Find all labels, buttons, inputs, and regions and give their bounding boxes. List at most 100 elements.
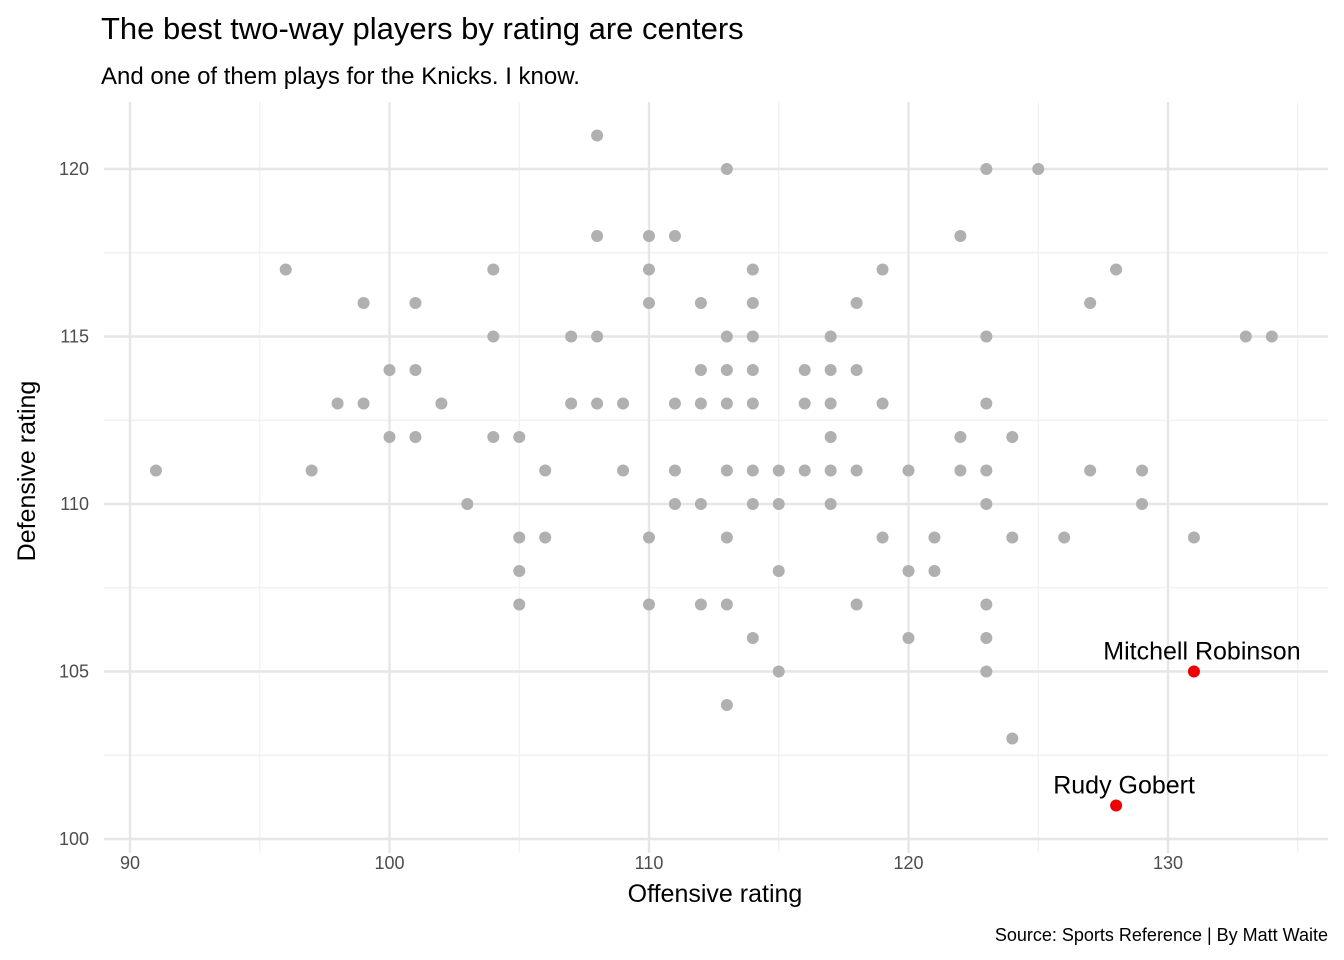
data-point xyxy=(980,665,993,678)
data-point xyxy=(720,397,733,410)
highlight-point xyxy=(1187,665,1200,678)
y-tick-label: 105 xyxy=(59,662,89,682)
data-point xyxy=(591,330,604,343)
data-point xyxy=(850,598,863,611)
data-point xyxy=(720,364,733,376)
data-point xyxy=(850,464,863,477)
highlight-point xyxy=(1110,799,1123,812)
data-point xyxy=(591,230,604,242)
data-point xyxy=(149,464,162,477)
data-point xyxy=(746,397,759,410)
data-point xyxy=(746,263,759,276)
data-point xyxy=(1136,464,1149,477)
data-point xyxy=(876,263,889,276)
data-point xyxy=(279,263,292,276)
data-point xyxy=(513,431,526,443)
data-point xyxy=(305,464,318,477)
data-point xyxy=(824,397,837,410)
x-tick-label: 90 xyxy=(120,853,140,873)
data-point xyxy=(928,565,941,577)
data-point xyxy=(824,498,837,510)
data-point xyxy=(617,397,630,410)
data-point xyxy=(720,699,733,711)
data-point xyxy=(694,297,707,309)
data-point xyxy=(1006,431,1019,443)
data-point xyxy=(487,263,500,276)
data-point xyxy=(1136,498,1149,510)
data-point xyxy=(720,330,733,343)
data-point xyxy=(980,163,993,175)
data-point xyxy=(357,397,370,410)
data-point xyxy=(980,598,993,611)
data-point xyxy=(1239,330,1252,343)
data-point xyxy=(772,565,785,577)
data-point xyxy=(409,297,422,309)
data-point xyxy=(824,431,837,443)
y-tick-label: 115 xyxy=(60,327,89,347)
tick-labels: 90 100 110 120 130 100 105 110 115 120 xyxy=(59,159,1183,873)
data-point xyxy=(850,297,863,309)
data-point xyxy=(954,230,967,242)
data-point xyxy=(824,364,837,376)
data-point xyxy=(694,364,707,376)
chart-subtitle: And one of them plays for the Knicks. I … xyxy=(101,63,580,90)
data-point xyxy=(435,397,448,410)
data-point xyxy=(746,464,759,477)
y-tick-label: 100 xyxy=(59,829,89,849)
data-point xyxy=(513,531,526,544)
y-tick-label: 120 xyxy=(59,159,89,179)
data-point xyxy=(643,297,655,309)
data-point xyxy=(643,598,655,611)
point-label: Rudy Gobert xyxy=(1053,772,1195,800)
data-point xyxy=(539,464,552,477)
data-point xyxy=(1006,531,1019,544)
data-point xyxy=(746,632,759,644)
x-tick-label: 100 xyxy=(374,853,404,873)
data-point xyxy=(720,163,733,175)
annotations: Mitchell Robinson Rudy Gobert xyxy=(1053,638,1300,800)
data-point xyxy=(798,364,811,376)
data-point xyxy=(824,464,837,477)
data-point xyxy=(1110,263,1123,276)
data-point xyxy=(980,397,993,410)
point-label: Mitchell Robinson xyxy=(1103,638,1300,666)
data-point xyxy=(902,632,915,644)
data-point xyxy=(1032,163,1045,175)
data-point xyxy=(617,464,630,477)
data-point xyxy=(720,598,733,611)
data-point xyxy=(694,598,707,611)
data-point xyxy=(772,464,785,477)
x-axis-title: Offensive rating xyxy=(628,880,803,908)
data-point xyxy=(928,531,941,544)
data-point xyxy=(331,397,344,410)
data-point xyxy=(539,531,552,544)
data-point xyxy=(746,364,759,376)
data-point xyxy=(954,431,967,443)
data-point xyxy=(980,464,993,477)
data-point xyxy=(383,431,396,443)
data-point xyxy=(487,431,500,443)
data-point xyxy=(383,364,396,376)
data-point xyxy=(980,498,993,510)
data-point xyxy=(668,230,681,242)
data-point xyxy=(643,263,655,276)
data-point xyxy=(746,297,759,309)
data-point xyxy=(591,397,604,410)
data-point xyxy=(720,464,733,477)
data-point xyxy=(357,297,370,309)
data-point xyxy=(513,565,526,577)
data-point xyxy=(746,330,759,343)
data-point xyxy=(980,632,993,644)
data-point xyxy=(1187,531,1200,544)
data-point xyxy=(409,364,422,376)
data-point xyxy=(1006,732,1019,745)
data-point xyxy=(876,397,889,410)
data-point xyxy=(720,531,733,544)
data-point xyxy=(668,498,681,510)
data-point xyxy=(980,330,993,343)
data-point xyxy=(1084,464,1097,477)
data-point xyxy=(798,464,811,477)
data-point xyxy=(668,464,681,477)
data-point xyxy=(694,498,707,510)
